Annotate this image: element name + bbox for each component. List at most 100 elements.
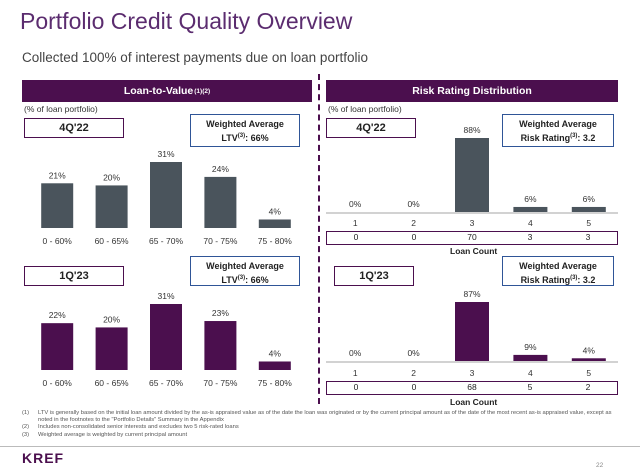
risk_1q23-value-label-4: 4% — [583, 345, 596, 355]
risk-section-header: Risk Rating Distribution — [326, 80, 618, 102]
wavg-value: : 3.2 — [577, 275, 596, 285]
page-title: Portfolio Credit Quality Overview — [20, 8, 353, 34]
loan-count-cell: 0 — [353, 382, 359, 392]
ltv_4q22-category-label-3: 70 - 75% — [203, 236, 237, 246]
page-subtitle: Collected 100% of interest payments due … — [22, 50, 368, 65]
ltv_1q23-category-label-4: 75 - 80% — [258, 378, 292, 388]
ltv_1q23-value-label-2: 31% — [157, 291, 174, 301]
ltv_4q22-value-label-3: 24% — [212, 164, 229, 174]
ltv-4q22-weighted-average: Weighted Average LTV(3): 66% — [190, 114, 300, 147]
wavg-line1: Weighted Average — [519, 261, 597, 271]
footnote-text: Includes non-consolidated senior interes… — [38, 424, 239, 431]
footer-rule — [0, 446, 640, 447]
wavg-metric: Risk Rating — [520, 133, 571, 143]
risk_1q23-category-label-4: 5 — [586, 368, 591, 378]
ltv_1q23-category-label-0: 0 - 60% — [43, 378, 73, 388]
wavg-footnote: (3) — [237, 133, 246, 139]
ltv_1q23-bar-0 — [41, 323, 74, 370]
wavg-footnote: (3) — [570, 275, 578, 281]
footnote-1: (1) LTV is generally based on the initia… — [22, 410, 622, 424]
ltv_4q22-bar-3 — [204, 176, 237, 228]
risk_4q22-bar-3 — [513, 206, 548, 212]
footnote-number: (2) — [22, 424, 30, 431]
ltv_4q22-category-label-2: 65 - 70% — [149, 236, 183, 246]
risk_1q23-bar-4 — [571, 358, 606, 361]
loan-count-cell: 2 — [585, 382, 591, 392]
wavg-value: : 66% — [245, 133, 269, 143]
risk_4q22-value-label-4: 6% — [583, 194, 596, 204]
ltv-header-footnote: (1)(2) — [194, 87, 211, 95]
ltv_4q22-value-label-2: 31% — [157, 149, 174, 159]
wavg-footnote: (3) — [570, 133, 578, 139]
loan-count-cell: 3 — [527, 232, 533, 242]
wavg-line1: Weighted Average — [206, 261, 284, 271]
risk_1q23-bar-3 — [513, 354, 548, 361]
ltv_1q23-category-label-1: 60 - 65% — [95, 378, 129, 388]
ltv_1q23-bar-1 — [95, 327, 128, 370]
footnote-number: (1) — [22, 410, 30, 416]
risk-4q22-loan-count-row: 0 0 70 3 3 — [326, 231, 618, 245]
risk-4q22-loan-count-title: Loan Count — [450, 246, 498, 256]
footnote-text: LTV is generally based on the initial lo… — [38, 410, 612, 424]
ltv-4q22-period-box: 4Q'22 — [24, 118, 124, 138]
ltv-1q23-weighted-average: Weighted Average LTV(3): 66% — [190, 256, 300, 286]
ltv_1q23-category-label-3: 70 - 75% — [203, 378, 237, 388]
risk_1q23-category-label-1: 2 — [411, 368, 416, 378]
ltv-unit-label: (% of loan portfolio) — [24, 104, 98, 114]
risk-1q23-weighted-average: Weighted Average Risk Rating(3): 3.2 — [502, 256, 614, 286]
ltv-1q23-period-box: 1Q'23 — [24, 266, 124, 286]
wavg-footnote: (3) — [237, 275, 246, 281]
risk-4q22-weighted-average: Weighted Average Risk Rating(3): 3.2 — [502, 114, 614, 147]
risk_4q22-value-label-1: 0% — [407, 199, 420, 209]
risk-4q22-period-box: 4Q'22 — [326, 118, 416, 138]
risk_1q23-category-label-2: 3 — [470, 368, 475, 378]
loan-count-cell: 68 — [467, 382, 477, 392]
risk_1q23-value-label-2: 87% — [463, 289, 480, 299]
ltv_4q22-value-label-4: 4% — [269, 206, 282, 216]
risk_1q23-value-label-0: 0% — [349, 348, 362, 358]
kref-logo: KREF — [22, 450, 65, 466]
risk_4q22-category-label-2: 3 — [470, 218, 475, 228]
loan-count-cell: 70 — [467, 232, 477, 242]
ltv_1q23-bar-2 — [150, 304, 182, 370]
loan-count-cell: 0 — [411, 382, 417, 392]
risk_4q22-category-label-3: 4 — [528, 218, 533, 228]
risk-header-text: Risk Rating Distribution — [412, 85, 532, 97]
ltv_4q22-bar-0 — [41, 183, 74, 228]
loan-count-cell: 0 — [353, 232, 359, 242]
ltv_4q22-category-label-0: 0 - 60% — [43, 236, 73, 246]
ltv_4q22-value-label-1: 20% — [103, 172, 120, 182]
risk_4q22-value-label-0: 0% — [349, 199, 362, 209]
ltv-section-header: Loan-to-Value (1)(2) — [22, 80, 312, 102]
ltv-header-text: Loan-to-Value — [123, 85, 194, 97]
risk_4q22-category-label-0: 1 — [353, 218, 358, 228]
ltv_1q23-value-label-1: 20% — [103, 314, 120, 324]
footnote-3: (3) Weighted average is weighted by curr… — [22, 432, 622, 439]
risk_1q23-value-label-1: 0% — [407, 348, 420, 358]
ltv_4q22-category-label-4: 75 - 80% — [258, 236, 292, 246]
risk_1q23-category-label-3: 4 — [528, 368, 533, 378]
risk_4q22-value-label-3: 6% — [524, 194, 537, 204]
wavg-value: : 3.2 — [577, 133, 596, 143]
risk_4q22-bar-4 — [571, 206, 606, 212]
risk_4q22-value-label-2: 88% — [463, 125, 480, 135]
loan-count-cell: 0 — [411, 232, 417, 242]
risk-1q23-period-box: 1Q'23 — [334, 266, 414, 286]
risk-1q23-loan-count-title: Loan Count — [450, 397, 498, 407]
footnote-text: Weighted average is weighted by current … — [38, 431, 188, 438]
risk_1q23-bar-2 — [455, 302, 489, 361]
risk_4q22-bar-2 — [455, 138, 489, 212]
footnotes: (1) LTV is generally based on the initia… — [22, 410, 622, 439]
wavg-line1: Weighted Average — [519, 119, 597, 129]
risk_1q23-value-label-3: 9% — [524, 342, 537, 352]
wavg-metric: Risk Rating — [520, 275, 571, 285]
footnote-2: (2) Includes non-consolidated senior int… — [22, 424, 622, 431]
page-number: 22 — [596, 462, 604, 469]
ltv_4q22-bar-4 — [258, 219, 291, 228]
ltv_1q23-value-label-0: 22% — [49, 310, 66, 320]
wavg-line1: Weighted Average — [206, 119, 284, 129]
ltv_1q23-category-label-2: 65 - 70% — [149, 378, 183, 388]
ltv_1q23-value-label-4: 4% — [269, 348, 282, 358]
risk_1q23-category-label-0: 1 — [353, 368, 358, 378]
